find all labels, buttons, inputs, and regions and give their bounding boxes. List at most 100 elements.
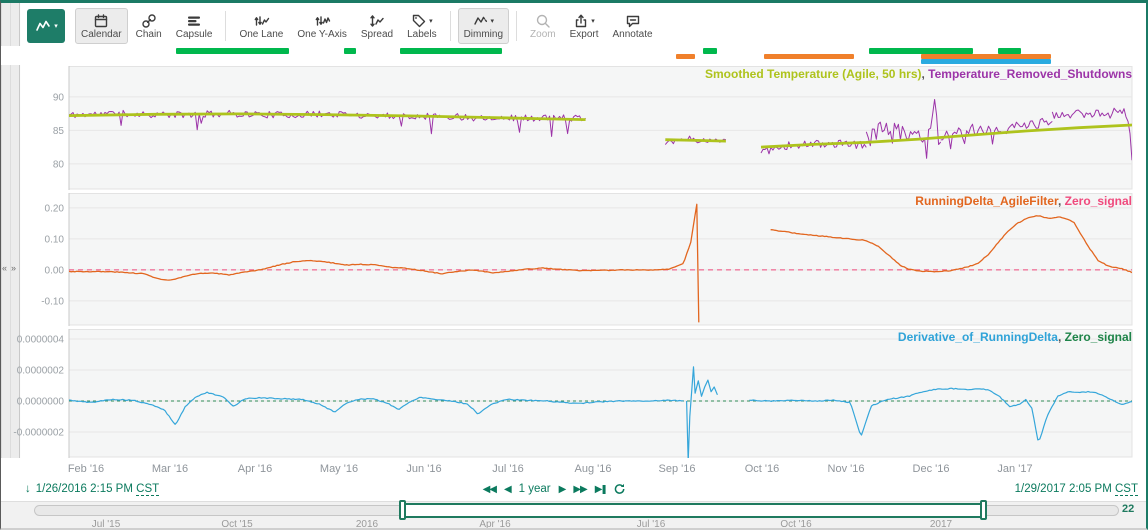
lane-running-delta[interactable]: 0.20 0.10 0.00 -0.10 RunningDelta_AgileFilt… bbox=[1, 193, 1146, 326]
series-Derivative_of_RunningDelta bbox=[749, 387, 1132, 441]
toolbar-button-one-y-axis[interactable]: One Y-Axis bbox=[291, 8, 352, 44]
capsule-bars bbox=[176, 48, 1051, 64]
refresh-button[interactable] bbox=[613, 483, 625, 495]
timebar-label: Oct '15 bbox=[221, 519, 253, 530]
toolbar-button-label: Export bbox=[569, 29, 599, 40]
end-timezone-link[interactable]: CST bbox=[1115, 483, 1138, 496]
expand-chevron-icon[interactable]: » bbox=[11, 263, 17, 273]
toolbar-button-label: Annotate bbox=[612, 29, 653, 40]
timebar-handle-left[interactable] bbox=[399, 500, 406, 520]
display-range-end[interactable]: 1/29/2017 2:05 PM CST bbox=[1014, 483, 1138, 496]
timebar: 22 Jul '15 Oct '15 2016 Apr '16 Jul '16 Oct '… bbox=[1, 500, 1146, 530]
timebar-handle-right[interactable] bbox=[980, 500, 987, 520]
toolbar-button-annotate[interactable]: Annotate bbox=[607, 8, 659, 44]
legend-item: , bbox=[1057, 330, 1065, 344]
chevron-down-icon: ▾ bbox=[429, 17, 433, 25]
capsule-bar[interactable] bbox=[998, 48, 1021, 54]
toolbar-button-dimming[interactable]: ▾ Dimming bbox=[457, 8, 510, 44]
step-to-end-button[interactable]: ▶ bbox=[595, 484, 606, 495]
display-range-start[interactable]: ↓ 1/26/2016 2:15 PM CST bbox=[25, 483, 160, 496]
step-back-button[interactable]: ◀ bbox=[503, 483, 512, 495]
trend-chart-icon bbox=[36, 20, 51, 31]
x-axis-label: Apr '16 bbox=[237, 463, 273, 475]
capsule-lanes-icon bbox=[188, 16, 201, 26]
timebar-label: Jul '16 bbox=[636, 519, 666, 530]
series-Smoothed Temperature (Agile, 50 hrs) bbox=[69, 112, 586, 121]
capsule-bar[interactable] bbox=[676, 54, 695, 59]
toolbar-button-label: Calendar bbox=[81, 29, 122, 40]
x-axis-label: Aug '16 bbox=[574, 463, 612, 475]
series-Temperature_Removed_Shutdowns bbox=[940, 117, 1053, 150]
bottom-navbar: ↓ 1/26/2016 2:15 PM CST ◀◀ ◀ 1 year ▶ ▶▶ … bbox=[1, 481, 1146, 501]
toolbar-button-label: One Y-Axis bbox=[297, 29, 347, 40]
toolbar-button-labels[interactable]: ▾ Labels bbox=[401, 8, 442, 44]
one-y-axis-icon bbox=[315, 15, 330, 26]
series-Smoothed Temperature (Agile, 50 hrs) bbox=[665, 138, 726, 143]
chart-type-button[interactable]: ▾ bbox=[27, 9, 65, 43]
y-tick-label: 0.0000002 bbox=[17, 365, 65, 376]
legend-item: RunningDelta_AgileFilter bbox=[915, 194, 1058, 208]
export-icon bbox=[576, 14, 587, 27]
toolbar-button-label: Dimming bbox=[463, 29, 504, 40]
x-axis-label: Dec '16 bbox=[912, 463, 950, 475]
step-to-end-glyph: ▶ bbox=[594, 483, 603, 495]
x-axis-label: May '16 bbox=[319, 463, 359, 475]
end-timestamp[interactable]: 1/29/2017 2:05 PM bbox=[1014, 483, 1112, 495]
timebar-label: Jul '15 bbox=[91, 519, 121, 530]
x-axis-label: Oct '16 bbox=[744, 463, 780, 475]
series-RunningDelta_AgileFilter bbox=[770, 215, 1132, 274]
capsule-bar[interactable] bbox=[921, 54, 1051, 59]
capsule-bar[interactable] bbox=[869, 48, 973, 54]
chevron-down-icon: ▾ bbox=[490, 17, 495, 25]
toolbar-button-capsule[interactable]: Capsule bbox=[170, 8, 219, 44]
capsule-bar[interactable] bbox=[921, 59, 1051, 64]
toolbar-separator bbox=[225, 11, 227, 41]
series-Derivative_of_RunningDelta bbox=[686, 366, 718, 458]
toolbar-button-label: Zoom bbox=[530, 29, 556, 40]
toolbar-button-spread[interactable]: Spread bbox=[355, 8, 399, 44]
x-axis-label: Nov '16 bbox=[827, 463, 865, 475]
lane-derivative[interactable]: 0.0000004 0.0000002 0.0000000 -0.0000002 De… bbox=[1, 329, 1146, 458]
timebar-label: 2017 bbox=[929, 519, 953, 530]
lane-legend: Derivative_of_RunningDelta, Zero_signal bbox=[898, 330, 1132, 344]
toolbar-button-one-lane[interactable]: One Lane bbox=[233, 8, 289, 44]
x-axis-label: Mar '16 bbox=[151, 463, 189, 475]
legend-item: Zero_signal bbox=[1064, 330, 1132, 344]
step-forward-button[interactable]: ▶ bbox=[558, 483, 567, 495]
timebar-selection[interactable] bbox=[402, 503, 984, 518]
series-Derivative_of_RunningDelta bbox=[69, 391, 684, 425]
x-axis[interactable]: Feb '16 Mar '16 Apr '16 May '16 Jun '16 Jul '… bbox=[1, 458, 1146, 481]
legend-item: , bbox=[1057, 194, 1065, 208]
collapse-chevron-icon[interactable]: « bbox=[2, 263, 8, 273]
lane-plot: 0.20 0.10 0.00 -0.10 bbox=[41, 193, 1133, 326]
timebar-badge[interactable]: 22 bbox=[1122, 503, 1135, 515]
toolbar-button-zoom[interactable]: Zoom bbox=[524, 8, 562, 44]
capsule-strip bbox=[1, 46, 1146, 65]
toolbar-button-calendar[interactable]: Calendar bbox=[75, 8, 128, 44]
capsule-bar[interactable] bbox=[400, 48, 502, 54]
capsule-bar[interactable] bbox=[764, 54, 854, 59]
calendar-icon bbox=[95, 13, 108, 27]
step-back-full-button[interactable]: ◀◀ bbox=[482, 483, 497, 495]
toolbar-separator bbox=[516, 11, 518, 41]
toolbar-button-label: Chain bbox=[135, 29, 162, 40]
start-timestamp[interactable]: 1/26/2016 2:15 PM bbox=[35, 483, 133, 495]
series-Temperature_Removed_Shutdowns bbox=[865, 99, 942, 159]
capsule-bar[interactable] bbox=[344, 48, 356, 54]
lane-temperature[interactable]: 90 85 80 Smoothed Temperature (Agile, 50 h… bbox=[1, 66, 1146, 190]
duration-label[interactable]: 1 year bbox=[518, 483, 551, 495]
magnifier-icon bbox=[536, 14, 550, 28]
y-tick-label: 0.00 bbox=[45, 265, 65, 276]
collapsed-panel-strip-2[interactable] bbox=[10, 3, 20, 528]
y-tick-label: 90 bbox=[53, 92, 65, 103]
step-forward-full-button[interactable]: ▶▶ bbox=[573, 483, 587, 495]
timebar-label: Oct '16 bbox=[780, 519, 812, 530]
start-timezone-link[interactable]: CST bbox=[136, 483, 160, 496]
timebar-label: Apr '16 bbox=[479, 519, 511, 530]
capsule-bar[interactable] bbox=[176, 48, 289, 54]
toolbar-button-export[interactable]: ▾ Export bbox=[564, 8, 605, 44]
x-axis-label: Jul '16 bbox=[492, 463, 524, 475]
toolbar-button-chain[interactable]: Chain bbox=[130, 8, 168, 44]
capsule-bar[interactable] bbox=[703, 48, 717, 54]
